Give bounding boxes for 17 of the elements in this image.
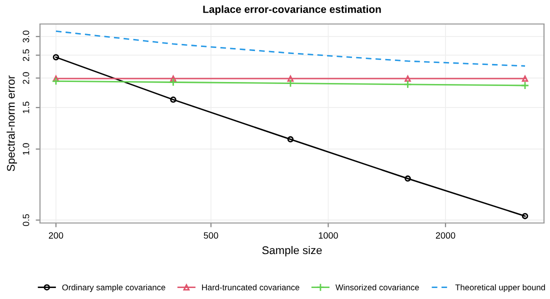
x-tick-label: 2000 (436, 232, 456, 239)
y-axis-title: Spectral-norm error (6, 76, 17, 172)
y-tick-label: 0.5 (22, 214, 30, 226)
x-tick-label: 1000 (318, 232, 338, 239)
y-tick-label: 3.0 (22, 30, 30, 42)
legend-label: Ordinary sample covariance (62, 284, 166, 292)
y-tick-label: 2.5 (22, 49, 30, 62)
y-tick-label: 1.0 (22, 143, 30, 155)
legend-label: Hard-truncated covariance (202, 284, 300, 290)
legend-label: Theoretical upper bound (455, 284, 545, 292)
y-tick-label: 2.0 (22, 72, 30, 84)
x-tick-label: 200 (48, 232, 64, 239)
x-axis-title: Sample size (262, 246, 322, 256)
y-tick-label: 1.5 (22, 102, 30, 114)
chart-title: Laplace error-covariance estimation (203, 5, 381, 16)
x-tick-label: 500 (204, 232, 218, 239)
legend-label: Winsorized covariance (336, 284, 419, 290)
